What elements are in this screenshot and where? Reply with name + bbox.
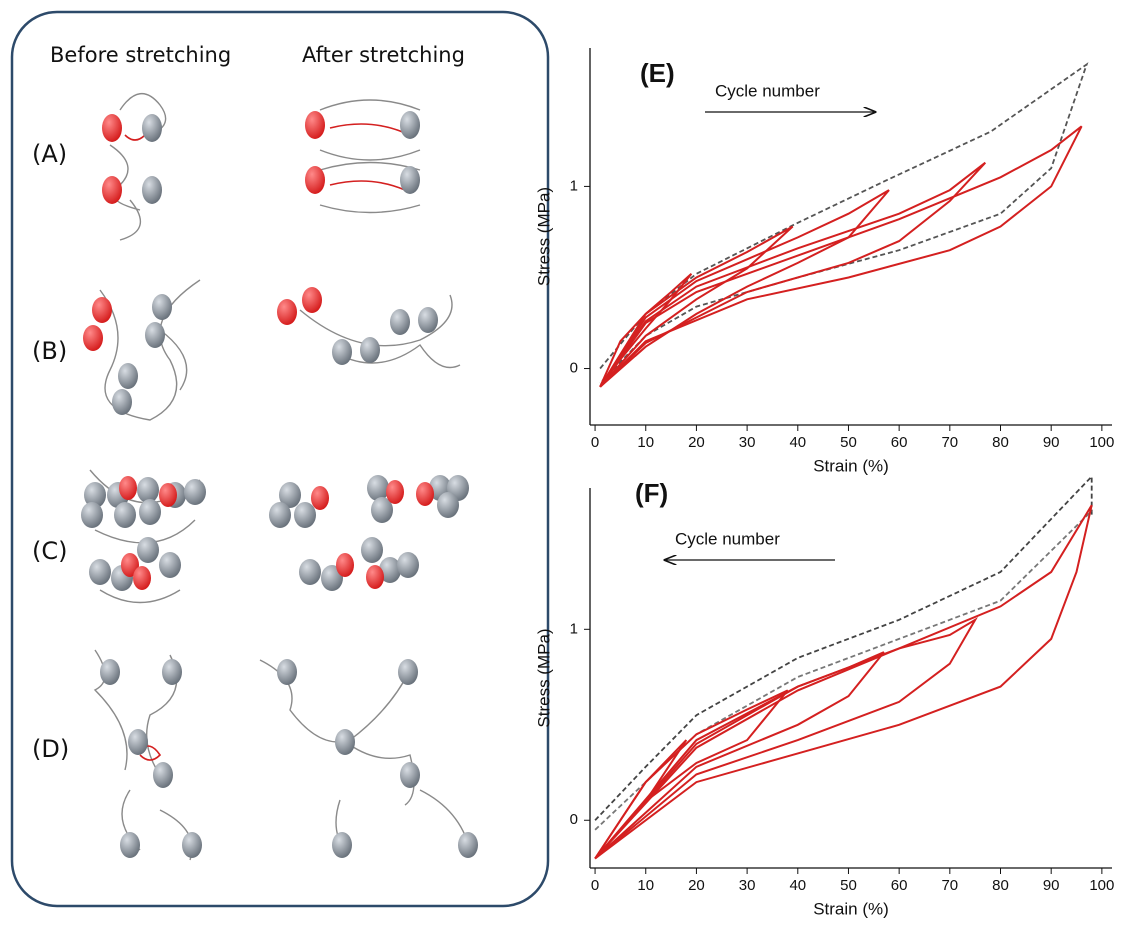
x-tick-label: 60	[891, 877, 908, 894]
before-label: Before stretching	[50, 43, 231, 67]
x-tick-label: 30	[739, 877, 756, 894]
series-line	[599, 125, 1083, 388]
chart: 0 10 20 30 40 50 60 70 80 90 100 0 1 Strain (%) Stress…	[534, 48, 1114, 475]
x-tick-label: 50	[840, 434, 857, 451]
series-line	[594, 504, 1093, 860]
x-tick-label: 30	[739, 434, 756, 451]
x-tick-label: 70	[941, 434, 958, 451]
x-tick-label: 20	[688, 877, 705, 894]
y-tick-label: 1	[570, 620, 578, 637]
y-axis-label: Stress (MPa)	[534, 628, 553, 727]
chart: 0 10 20 30 40 50 60 70 80 90 100 0 1 Strain (%) Stress…	[534, 474, 1114, 918]
series-line	[594, 689, 789, 860]
molecule-illustrations	[81, 93, 478, 861]
x-axis-label: Strain (%)	[813, 899, 889, 918]
x-tick-label: 20	[688, 434, 705, 451]
x-tick-label: 70	[941, 877, 958, 894]
y-tick-label: 0	[570, 811, 578, 828]
y-tick-label: 0	[570, 360, 578, 377]
series-line	[599, 273, 693, 388]
x-tick-label: 10	[637, 434, 654, 451]
x-tick-label: 0	[591, 877, 599, 894]
x-tick-label: 40	[789, 434, 806, 451]
series-line	[594, 474, 1093, 821]
diagram-frame	[10, 10, 550, 908]
y-axis-label: Stress (MPa)	[534, 187, 553, 286]
series-line	[599, 161, 987, 388]
x-tick-label: 0	[591, 434, 599, 451]
chart-title: (F)	[635, 478, 668, 508]
x-tick-label: 60	[891, 434, 908, 451]
series-line	[594, 651, 885, 860]
x-tick-label: 80	[992, 434, 1009, 451]
x-tick-label: 100	[1089, 877, 1114, 894]
x-axis-label: Strain (%)	[813, 456, 889, 475]
row-label: (B)	[32, 337, 67, 365]
x-tick-label: 90	[1043, 877, 1060, 894]
row-label: (A)	[32, 140, 67, 168]
x-tick-label: 50	[840, 877, 857, 894]
annotation: Cycle number	[715, 81, 820, 100]
row-label: (D)	[32, 735, 69, 763]
after-label: After stretching	[302, 43, 465, 67]
series-line	[599, 189, 890, 388]
x-tick-label: 40	[789, 877, 806, 894]
row-label: (C)	[32, 537, 67, 565]
series-line	[599, 62, 1089, 384]
x-tick-label: 100	[1089, 434, 1114, 451]
annotation: Cycle number	[675, 529, 780, 548]
y-tick-label: 1	[570, 177, 578, 194]
x-tick-label: 80	[992, 877, 1009, 894]
x-tick-label: 90	[1043, 434, 1060, 451]
series-line	[599, 225, 794, 388]
chart-title: (E)	[640, 58, 675, 88]
x-tick-label: 10	[637, 877, 654, 894]
series-line	[594, 616, 978, 860]
